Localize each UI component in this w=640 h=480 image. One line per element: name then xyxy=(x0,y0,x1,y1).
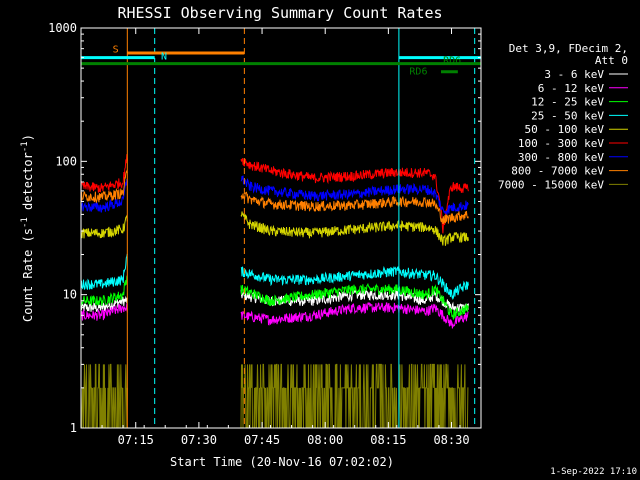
legend-label-4: 50 - 100 keV xyxy=(525,123,605,136)
y-tick-label-3: 1000 xyxy=(48,21,77,35)
y-tick-label-0: 1 xyxy=(70,421,77,435)
y-label-sup: -1 xyxy=(20,217,30,228)
axis-frame xyxy=(80,27,482,429)
chart-title: RHESSI Observing Summary Count Rates xyxy=(117,4,442,22)
series-line-0-seg-0 xyxy=(80,295,128,312)
legend-label-5: 100 - 300 keV xyxy=(518,137,604,150)
series-line-2-seg-0 xyxy=(80,275,128,306)
series-line-4-seg-0 xyxy=(80,214,128,239)
series-line-3-seg-1 xyxy=(240,265,469,301)
y-tick-label-2: 100 xyxy=(55,154,77,168)
series-line-6-seg-1 xyxy=(240,175,469,216)
y-label-prefix: Count Rate (s xyxy=(21,228,35,322)
x-tick-label-0: 07:15 xyxy=(118,433,154,447)
series-line-5-seg-1 xyxy=(240,158,469,234)
flag-label-2: RD6 xyxy=(443,56,461,67)
plot-area: S N RD6 RD6 07:15 07:30 07:45 08:00 08:15 08:30 1… xyxy=(48,21,482,447)
series-line-4-seg-1 xyxy=(240,211,469,246)
x-tick-label-2: 07:45 xyxy=(244,433,280,447)
y-axis-label: Count Rate (s-1 detector-1) xyxy=(20,134,35,322)
series-line-0-seg-1 xyxy=(240,289,469,313)
series-line-1-seg-0 xyxy=(80,303,128,321)
series-line-7-seg-0 xyxy=(80,169,128,204)
y-tick-label-1: 10 xyxy=(63,288,77,302)
x-tick-label-1: 07:30 xyxy=(181,433,217,447)
y-label-end: ) xyxy=(21,134,35,141)
series-line-5-seg-0 xyxy=(80,154,128,193)
legend-label-0: 3 - 6 keV xyxy=(544,68,604,81)
series-line-2-seg-1 xyxy=(240,282,469,320)
series-line-8-seg-1 xyxy=(240,363,469,429)
legend-header-1: Det 3,9, FDecim 2, xyxy=(509,42,628,55)
series-line-7-seg-1 xyxy=(240,191,469,225)
legend-label-8: 7000 - 15000 keV xyxy=(498,178,604,191)
legend-header-2: Att 0 xyxy=(595,54,628,67)
series-line-1-seg-1 xyxy=(240,302,469,329)
flag-bars: S N RD6 RD6 xyxy=(81,45,481,78)
x-tick-label-5: 08:30 xyxy=(433,433,469,447)
y-label-sup2: -1 xyxy=(20,141,30,152)
series-layer xyxy=(80,154,469,429)
x-axis-label: Start Time (20-Nov-16 07:02:02) xyxy=(170,455,394,469)
legend-label-2: 12 - 25 keV xyxy=(531,96,604,109)
series-line-8-seg-0 xyxy=(80,363,128,429)
y-label-suffix: detector xyxy=(21,152,35,217)
x-tick-label-4: 08:15 xyxy=(370,433,406,447)
flag-label-3: RD6 xyxy=(409,67,427,78)
legend-label-3: 25 - 50 keV xyxy=(531,109,604,122)
x-tick-label-3: 08:00 xyxy=(307,433,343,447)
series-line-3-seg-0 xyxy=(80,253,128,290)
axis-ticks: 07:15 07:30 07:45 08:00 08:15 08:30 1 10 100 1000 xyxy=(48,21,482,447)
flag-label-0: S xyxy=(113,45,119,56)
series-line-6-seg-0 xyxy=(80,179,128,213)
legend-label-6: 300 - 800 keV xyxy=(518,151,604,164)
flag-label-1: N xyxy=(161,52,167,63)
legend-label-7: 800 - 7000 keV xyxy=(511,165,604,178)
render-timestamp: 1-Sep-2022 17:10 xyxy=(550,467,637,477)
legend-label-1: 6 - 12 keV xyxy=(538,82,605,95)
